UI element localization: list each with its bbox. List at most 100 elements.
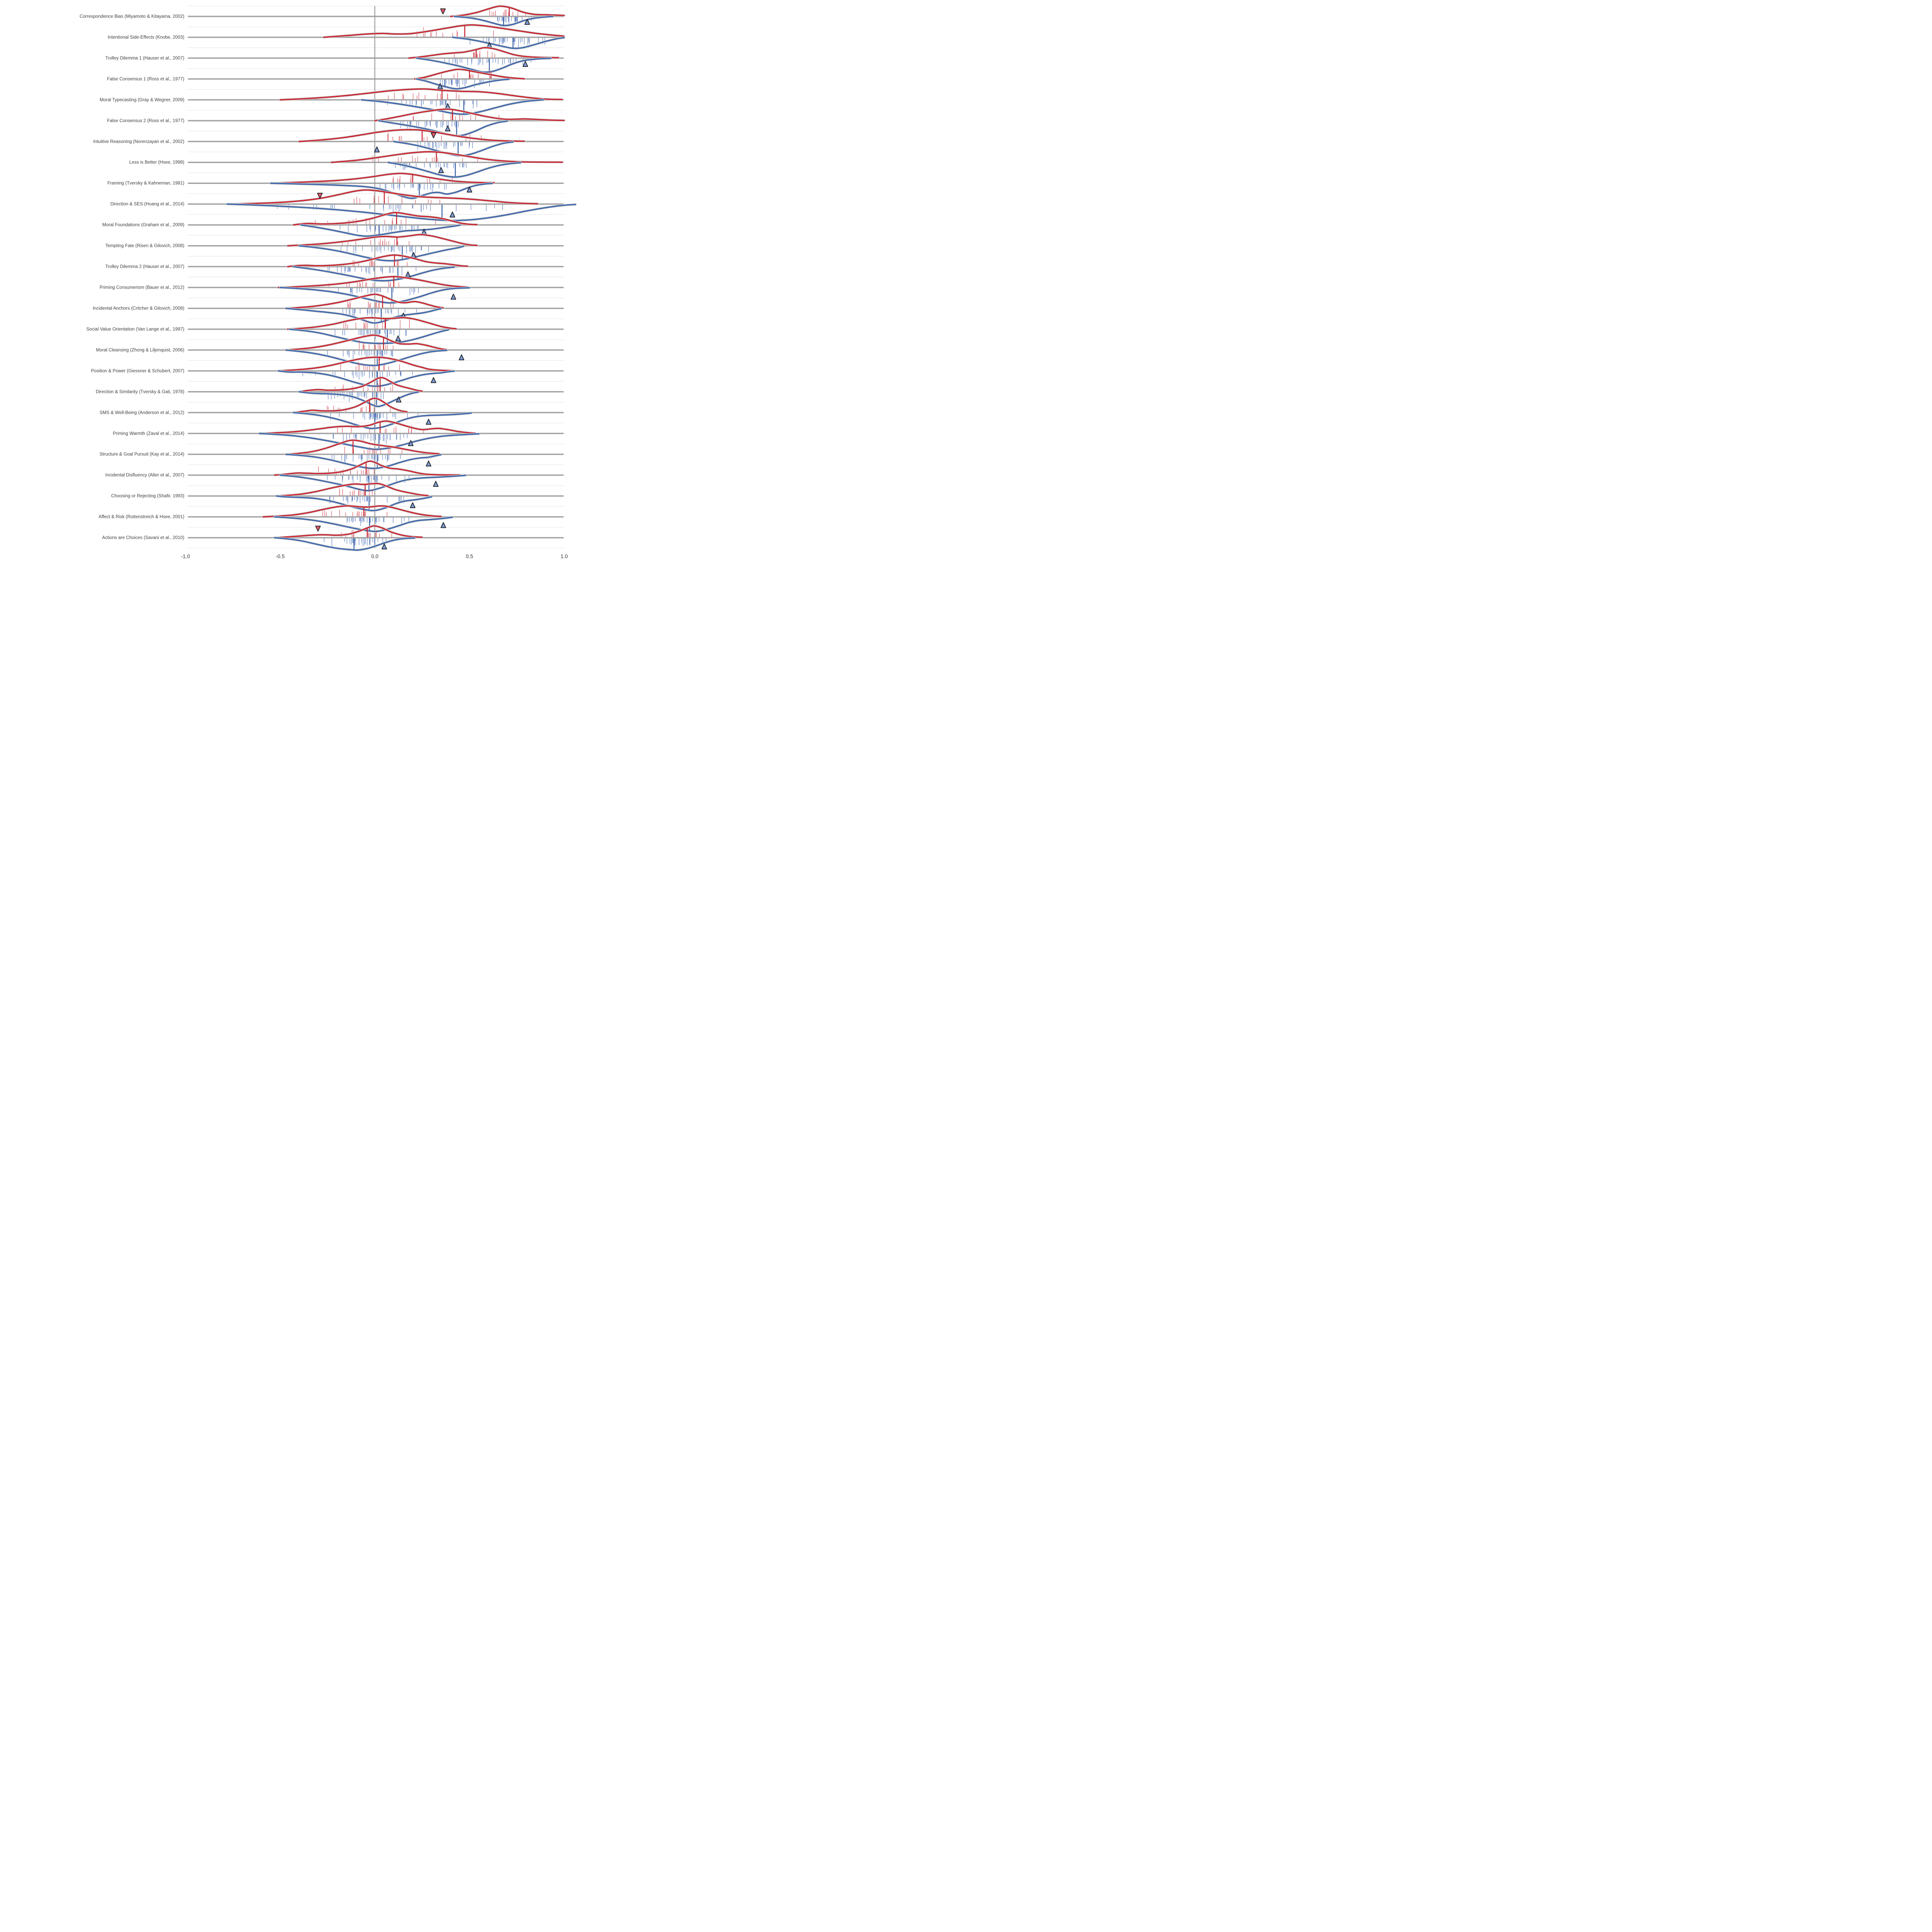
- red-density-curve: [259, 420, 476, 434]
- blue-curve-halo: [415, 57, 552, 73]
- blue-density-curve: [289, 328, 449, 344]
- violin-row: Social Value Orientation (Van Lange et a…: [86, 316, 457, 345]
- blue-density-curve: [226, 203, 577, 221]
- red-rug: [322, 509, 388, 517]
- row-label: Priming Consumerism (Bauer et al., 2012): [100, 285, 185, 290]
- violin-row: Incidental Disfluency (Alter et al., 200…: [105, 460, 467, 492]
- red-density-curve: [287, 234, 478, 247]
- blue-up-triangle-marker: [440, 522, 446, 528]
- red-density-curve: [450, 5, 565, 17]
- red-down-triangle-marker: [315, 526, 321, 532]
- blue-up-triangle-marker: [426, 460, 432, 467]
- red-density-curve: [374, 108, 565, 121]
- row-label: Framing (Tversky & Kahneman, 1981): [107, 181, 184, 186]
- red-density-curve: [330, 151, 563, 163]
- violin-row: Moral Cleansing (Zhong & Liljenquist, 20…: [96, 334, 464, 367]
- blue-rug: [328, 267, 417, 276]
- violin-row: Choosing or Rejecting (Shafir, 1993): [111, 482, 433, 512]
- blue-density-curve: [387, 162, 521, 178]
- red-density-curve: [285, 439, 440, 455]
- blue-up-triangle-marker: [405, 271, 411, 277]
- violin-row: False Consensus 1 (Ross et al., 1977): [107, 68, 526, 90]
- row-label: Moral Foundations (Graham et al., 2009): [102, 223, 184, 228]
- blue-density-curve: [274, 516, 453, 532]
- row-label: Incidental Disfluency (Alter et al., 200…: [105, 473, 185, 478]
- red-density-curve: [323, 24, 565, 38]
- row-label: Trolley Dilemma 2 (Hauser et al., 2007): [105, 264, 184, 269]
- red-down-triangle-marker: [317, 193, 323, 199]
- violin-row: Moral Typecasting (Gray & Wegner, 2009): [100, 88, 564, 116]
- red-density-curve: [277, 276, 468, 288]
- violin-row: Framing (Tversky & Kahneman, 1981): [107, 172, 495, 200]
- red-density-curve: [285, 334, 447, 351]
- red-curve-halo: [286, 254, 469, 268]
- red-curve-halo: [408, 46, 560, 60]
- red-rug: [388, 92, 459, 99]
- x-axis-tick-label: 0.5: [466, 554, 473, 560]
- row-label: Structure & Goal Pursuit (Kay et al., 20…: [100, 452, 185, 457]
- x-axis-tick-label: 1.0: [561, 554, 568, 560]
- row-label: False Consensus 1 (Ross et al., 1977): [107, 77, 184, 82]
- violin-row: Correspondence Bias (Miyamoto & Kitayama…: [80, 5, 565, 27]
- red-density-curve: [414, 68, 525, 80]
- blue-density-curve: [259, 433, 480, 450]
- red-down-triangle-marker: [440, 8, 446, 15]
- row-label: Less is Better (Hsee, 1998): [129, 160, 184, 165]
- red-curve-halo: [279, 88, 564, 101]
- blue-up-triangle-marker: [451, 294, 456, 300]
- blue-rug: [342, 309, 417, 319]
- blue-density-curve: [277, 370, 455, 387]
- blue-up-triangle-marker: [522, 61, 528, 67]
- red-density-curve: [279, 88, 563, 100]
- blue-up-triangle-marker: [524, 19, 530, 25]
- blue-rug: [340, 225, 419, 235]
- violin-row: Direction & Similarity (Tversky & Gati, …: [96, 376, 423, 408]
- row-label: Actions are Choices (Savani et al., 2010…: [102, 535, 184, 540]
- red-rug: [489, 9, 526, 16]
- red-rug: [359, 340, 393, 350]
- blue-up-triangle-marker: [381, 543, 387, 549]
- violin-row: Structure & Goal Pursuit (Kay et al., 20…: [100, 439, 442, 470]
- violin-row: Incidental Anchors (Critcher & Gilovich,…: [93, 293, 444, 324]
- violin-row: Tempting Fate (Risen & Gilovich, 2008): [105, 233, 478, 262]
- blue-up-triangle-marker: [410, 502, 416, 509]
- blue-curve-halo: [275, 495, 433, 512]
- blue-up-triangle-marker: [408, 440, 414, 446]
- violin-row: Trolley Dilemma 1 (Hauser et al., 2007): [105, 46, 560, 73]
- blue-up-triangle-marker: [433, 481, 439, 487]
- row-label: Incidental Anchors (Critcher & Gilovich,…: [93, 306, 184, 311]
- row-label: Choosing or Rejecting (Shafir, 1993): [111, 493, 184, 498]
- red-density-curve: [298, 129, 525, 142]
- red-density-curve: [408, 47, 559, 59]
- blue-density-curve: [279, 287, 470, 304]
- red-density-curve: [226, 189, 539, 205]
- blue-up-triangle-marker: [374, 146, 380, 153]
- x-axis-tick-label: -0.5: [276, 554, 284, 560]
- blue-rug: [469, 37, 545, 48]
- red-density-curve: [287, 317, 457, 330]
- plot-canvas: Correspondence Bias (Miyamoto & Kitayama…: [0, 0, 580, 561]
- blue-up-triangle-marker: [449, 211, 456, 218]
- red-density-curve: [293, 398, 408, 413]
- blue-up-triangle-marker: [459, 354, 464, 361]
- red-rug: [347, 300, 394, 308]
- red-density-curve: [285, 293, 444, 309]
- blue-rug: [332, 455, 401, 464]
- blue-density-curve: [274, 537, 415, 551]
- blue-density-curve: [416, 57, 552, 73]
- blue-density-curve: [452, 36, 565, 49]
- violin-forest-plot: Correspondence Bias (Miyamoto & Kitayama…: [0, 0, 580, 561]
- red-rug: [354, 195, 440, 204]
- blue-up-triangle-marker: [466, 186, 473, 193]
- row-label: Priming Warmth (Zaval et al., 2014): [113, 431, 184, 436]
- violin-row: Moral Foundations (Graham et al., 2009): [102, 211, 478, 238]
- red-density-curve: [277, 356, 453, 372]
- row-baselines: [188, 15, 564, 539]
- blue-density-curve: [270, 182, 493, 199]
- violin-row: Priming Consumerism (Bauer et al., 2012): [100, 275, 471, 304]
- violin-row: Position & Power (Giessner & Schubert, 2…: [91, 356, 456, 388]
- red-density-curve: [298, 377, 423, 393]
- blue-density-curve: [298, 391, 419, 407]
- blue-rug: [340, 246, 429, 255]
- blue-up-triangle-marker: [426, 418, 432, 425]
